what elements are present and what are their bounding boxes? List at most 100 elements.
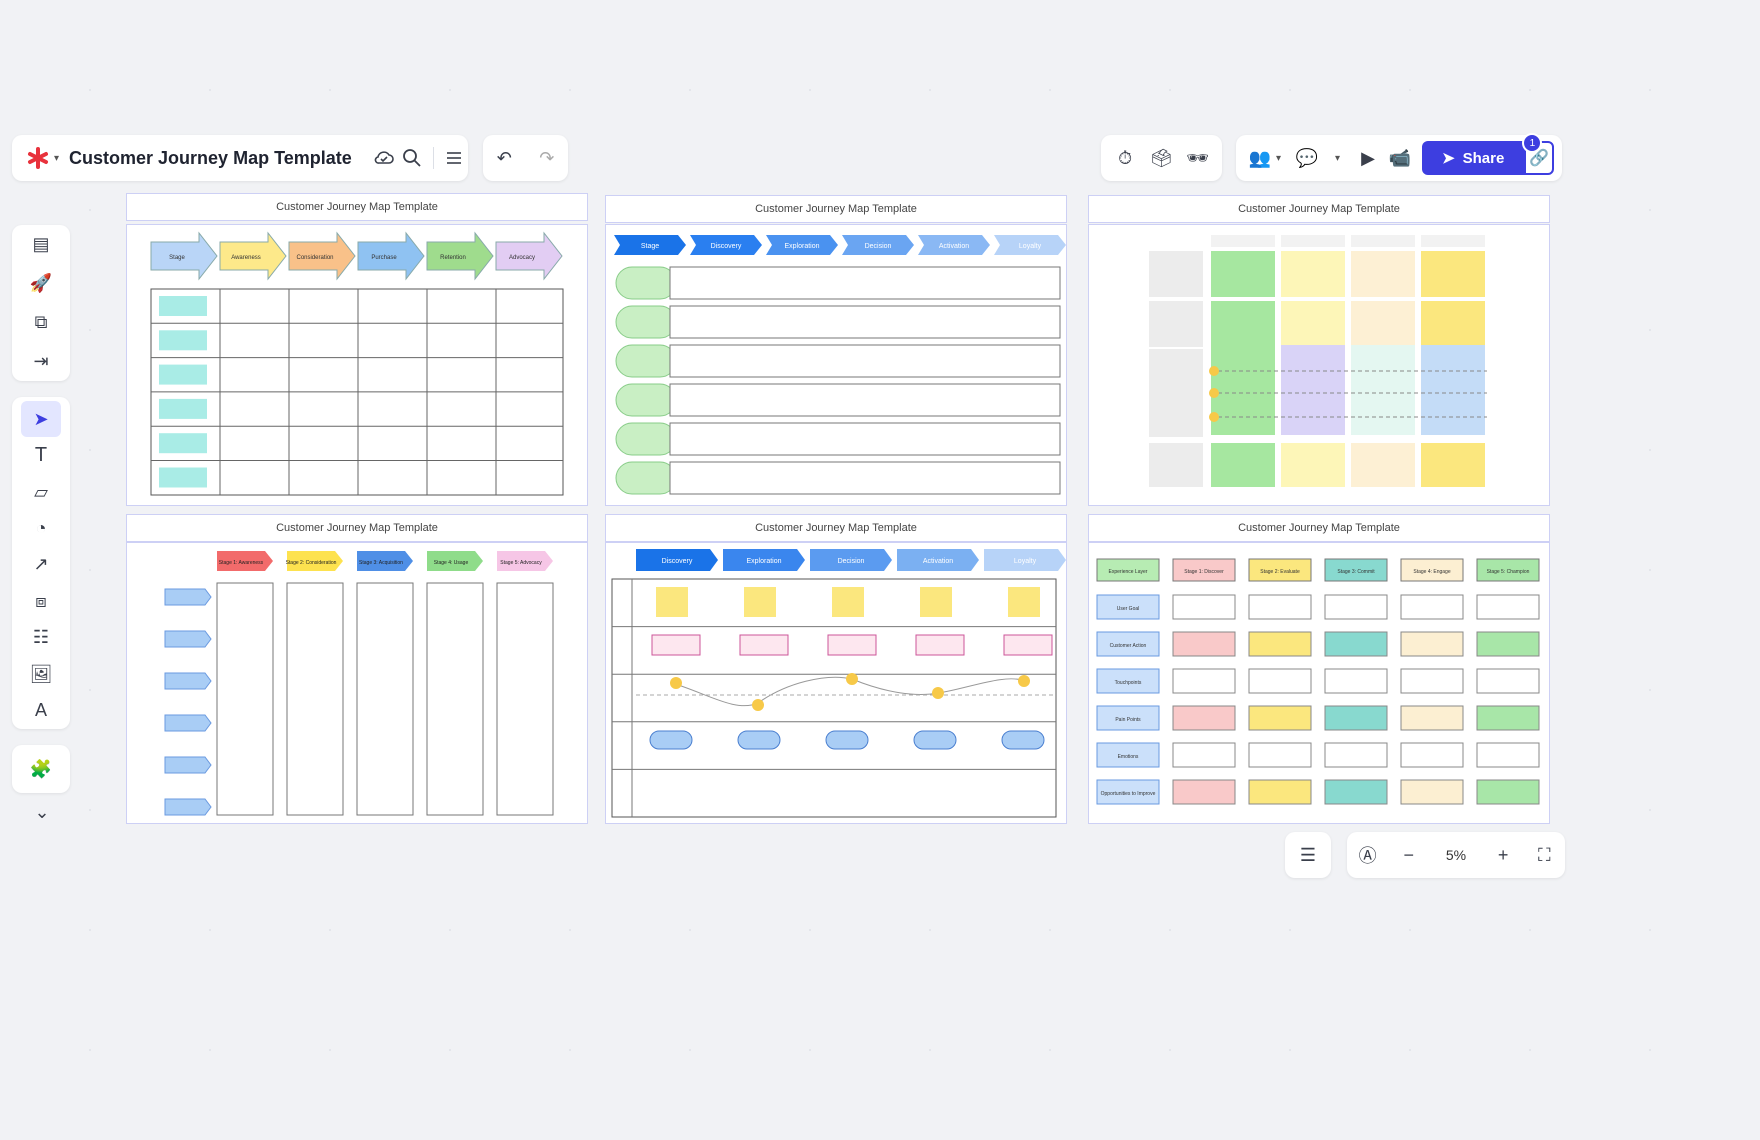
grid-cell	[1476, 779, 1540, 805]
row-label-block	[1149, 301, 1203, 347]
emotion-emoji	[846, 673, 858, 685]
column-block	[1281, 251, 1345, 297]
zoom-out-icon[interactable]: −	[1403, 844, 1415, 865]
row-label-sticky	[159, 330, 207, 351]
accessibility-icon[interactable]: Ⓐ	[1358, 846, 1377, 866]
present-icon[interactable]: ▶	[1361, 147, 1375, 168]
grid-cell	[1324, 779, 1388, 805]
journey-frame-6[interactable]: Experience Layer Stage 1: Discover Stage 2…	[1088, 542, 1550, 824]
comment-icon[interactable]: 💬	[1295, 147, 1319, 168]
frame-title-1[interactable]: Customer Journey Map Template	[126, 193, 588, 221]
undo-icon[interactable]: ↶	[496, 147, 512, 168]
chevron-down-icon[interactable]: ▾	[54, 152, 60, 164]
frame-title-5[interactable]: Customer Journey Map Template	[605, 514, 1067, 542]
stage-chevron	[994, 235, 1066, 255]
users-icon[interactable]: 👥	[1248, 147, 1272, 168]
sticky-note-icon[interactable]: ▱	[34, 481, 48, 502]
row-cell-box	[669, 266, 1061, 300]
board-title[interactable]: Customer Journey Map Template	[69, 147, 352, 168]
row-label-arrow	[164, 672, 212, 690]
grid-cell	[1172, 742, 1236, 768]
grid-cell	[1248, 705, 1312, 731]
cloud-sync-icon[interactable]	[370, 142, 398, 174]
zoom-level[interactable]: 5%	[1445, 847, 1467, 863]
header-box	[1324, 558, 1388, 582]
stage-chevron-label: Exploration	[784, 243, 819, 250]
copy-link-button[interactable]: 🔗 1	[1522, 133, 1555, 175]
search-icon[interactable]	[398, 142, 426, 174]
emotion-emoji	[1209, 366, 1219, 376]
swimlane-grid	[611, 578, 1057, 818]
header-box-label: Stage 5: Champion	[1487, 569, 1530, 575]
frame-tool-icon[interactable]: ⧈	[35, 590, 47, 611]
table-tool-icon[interactable]: ☷	[32, 627, 50, 648]
stage-chevron	[723, 549, 805, 571]
stage-chevron	[984, 549, 1066, 571]
stage-column	[496, 582, 554, 816]
journey-frame-3[interactable]	[1088, 224, 1550, 506]
share-button[interactable]: ➤ Share	[1422, 141, 1525, 175]
stage-chevron	[357, 551, 413, 571]
import-icon[interactable]: ⇥	[33, 351, 49, 371]
connector-icon[interactable]: ↗	[33, 554, 49, 575]
text-tool-icon[interactable]: T	[34, 444, 48, 467]
frame-title-2[interactable]: Customer Journey Map Template	[605, 195, 1067, 223]
column-block	[1281, 301, 1345, 347]
sticky-note	[744, 587, 776, 617]
action-pill	[913, 730, 957, 750]
select-tool-icon[interactable]: ➤	[21, 401, 61, 438]
frame-title-3[interactable]: Customer Journey Map Template	[1088, 195, 1550, 223]
grid-cell	[1400, 668, 1464, 694]
row-label-text: Opportunities to Improve	[1101, 791, 1156, 797]
column-header	[1211, 235, 1275, 247]
stage-chevron-label: Loyalty	[1019, 243, 1042, 250]
journey-frame-1[interactable]: Stage Awareness Consideration Purchase Reten…	[126, 224, 588, 506]
menu-icon[interactable]	[440, 142, 468, 174]
pen-tool-icon[interactable]: A	[34, 700, 47, 721]
touchpoint-box	[915, 634, 965, 656]
rocket-icon[interactable]: 🚀	[29, 273, 53, 293]
incognito-icon[interactable]: 🕶	[1186, 147, 1210, 168]
grid-cell	[1476, 631, 1540, 657]
grid-cell	[1172, 668, 1236, 694]
stage-column	[356, 582, 414, 816]
row-label-pill	[615, 422, 677, 456]
stage-chevron	[497, 551, 553, 571]
upload-image-icon[interactable]: 🖼	[29, 663, 53, 684]
fit-screen-icon[interactable]: ⛶	[1538, 844, 1551, 865]
chevron-down-icon[interactable]: ▾	[1276, 152, 1282, 164]
add-frame-icon[interactable]: ⧉	[34, 312, 48, 332]
timer-icon[interactable]: ⏱	[1118, 147, 1133, 168]
logo-icon[interactable]	[22, 142, 54, 174]
journey-frame-4[interactable]: Stage 1: Awareness Stage 2: Consideration…	[126, 542, 588, 824]
shapes-icon[interactable]: ◔	[35, 518, 47, 539]
header-box	[1400, 558, 1464, 582]
vote-icon[interactable]: 🗳	[1150, 147, 1173, 168]
row-cell-box	[669, 422, 1061, 456]
stage-chevron-label: Activation	[923, 558, 953, 565]
row-label-text: Touchpoints	[1115, 680, 1142, 686]
templates-icon[interactable]: ▤	[32, 234, 50, 254]
journey-frame-5[interactable]: Discovery Exploration Decision Activation Lo…	[605, 542, 1067, 824]
stage-chevron	[918, 235, 990, 255]
apps-icon[interactable]: 🧩	[29, 758, 53, 779]
video-icon[interactable]: 📹	[1388, 147, 1412, 168]
emotion-emoji	[1209, 412, 1219, 422]
stage-chevron-label: Discovery	[711, 243, 742, 250]
grid-cell	[1172, 779, 1236, 805]
zoom-in-icon[interactable]: +	[1497, 844, 1509, 865]
row-label-arrow	[164, 798, 212, 816]
more-tools-chevron-icon[interactable]: ⌄	[34, 801, 50, 822]
stage-arrow	[219, 231, 287, 281]
frame-title-4[interactable]: Customer Journey Map Template	[126, 514, 588, 542]
action-pill	[825, 730, 869, 750]
frame-title-6[interactable]: Customer Journey Map Template	[1088, 514, 1550, 542]
chevron-down-icon[interactable]: ▾	[1335, 152, 1341, 164]
journey-frame-2[interactable]: Stage Discovery Exploration Decision Activat…	[605, 224, 1067, 506]
list-icon[interactable]: ☰	[1299, 844, 1317, 865]
emotion-emoji	[932, 687, 944, 699]
stage-chevron-label: Discovery	[662, 558, 693, 565]
stage-chevron-label: Stage 3: Acquisition	[359, 560, 403, 566]
grid-cell	[1400, 594, 1464, 620]
redo-icon[interactable]: ↷	[539, 147, 555, 168]
